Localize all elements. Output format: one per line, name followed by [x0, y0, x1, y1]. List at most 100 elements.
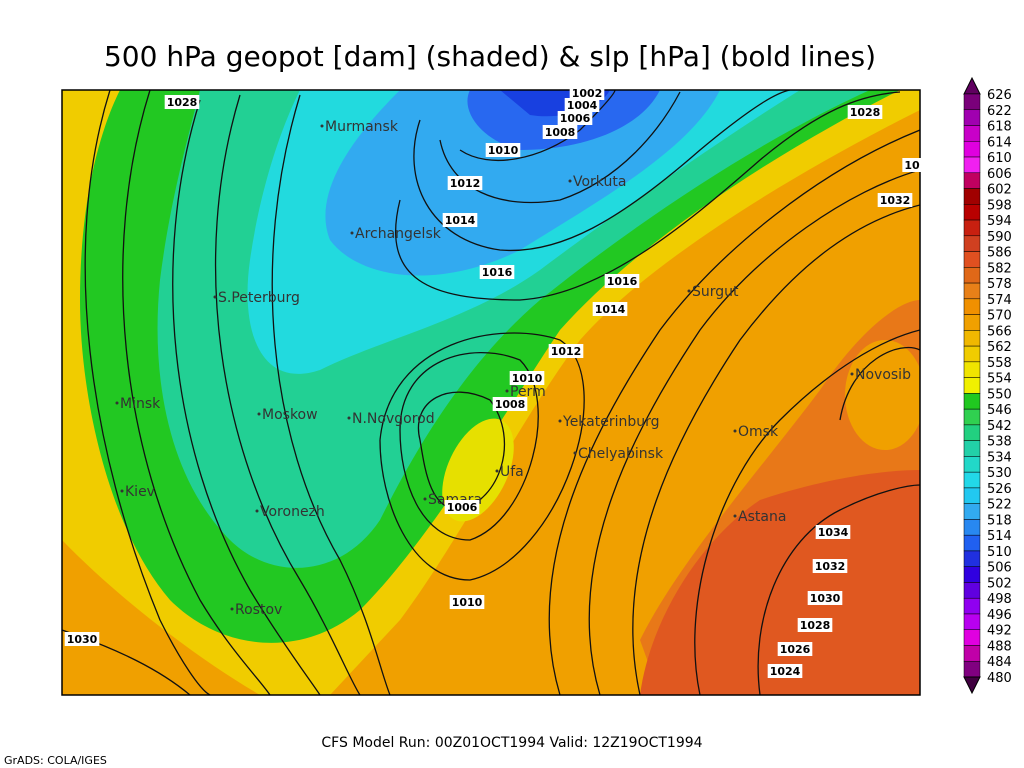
colorbar-label: 570 — [987, 309, 1012, 324]
city-label: Murmansk — [325, 119, 399, 135]
colorbar-label: 554 — [987, 372, 1012, 387]
colorbar-swatch — [963, 377, 981, 394]
colorbar-swatch — [963, 456, 981, 473]
colorbar-swatch — [963, 330, 981, 347]
isobar-label-bg — [592, 302, 628, 316]
colorbar-label: 502 — [987, 576, 1012, 591]
colorbar-swatch — [963, 582, 981, 599]
city-dot — [320, 124, 324, 128]
city-dot — [733, 514, 737, 518]
isobar-label: 1028 — [800, 619, 831, 632]
city-dot — [213, 295, 217, 299]
city-dot — [850, 372, 854, 376]
colorbar-label: 558 — [987, 356, 1012, 371]
isobar-label-bg — [485, 143, 521, 157]
colorbar-swatch — [963, 172, 981, 189]
isobar-label-bg — [557, 111, 593, 125]
city-label: Novosib — [855, 367, 911, 383]
isobar-label: 1010 — [512, 372, 543, 385]
colorbar-swatch — [963, 282, 981, 300]
colorbar-label: 496 — [987, 608, 1012, 623]
city-dot — [733, 429, 737, 433]
colorbar-swatch — [963, 267, 981, 284]
colorbar-swatch — [963, 298, 981, 315]
isobar-label-bg — [442, 213, 478, 227]
isobar-label: 1030 — [67, 633, 98, 646]
colorbar-label: 530 — [987, 466, 1012, 481]
colorbar-label: 606 — [987, 167, 1012, 182]
isobar-label-bg — [64, 632, 100, 646]
isobar-label-bg — [877, 193, 913, 207]
colorbar-label: 488 — [987, 639, 1012, 654]
city-dot — [120, 489, 124, 493]
isobar-label-bg — [569, 86, 605, 100]
city-dot — [573, 451, 577, 455]
colorbar-swatch — [963, 125, 981, 142]
colorbar-swatch — [963, 314, 981, 331]
colorbar-swatch — [963, 251, 981, 268]
colorbar-swatch — [963, 219, 981, 237]
colorbar-swatch — [963, 550, 981, 567]
isobar-label: 1010 — [452, 596, 483, 609]
colorbar-label: 542 — [987, 419, 1012, 434]
colorbar-swatch — [963, 660, 981, 678]
colorbar-label: 562 — [987, 340, 1012, 355]
isobar-label: 1032 — [880, 194, 911, 207]
isobar-label: 1014 — [595, 303, 626, 316]
colorbar-swatch — [963, 93, 981, 111]
title: 500 hPa geopot [dam] (shaded) & slp [hPa… — [104, 40, 876, 73]
colorbar-swatch — [963, 188, 981, 205]
isobar-label-bg — [777, 642, 813, 656]
isobar-label: 1008 — [495, 398, 526, 411]
city-dot — [347, 416, 351, 420]
colorbar-label: 518 — [987, 513, 1012, 528]
colorbar-label: 614 — [987, 135, 1012, 150]
isobar-label: 1016 — [482, 266, 513, 279]
city-label: Vorkuta — [573, 174, 626, 190]
colorbar-label: 590 — [987, 230, 1012, 245]
isobar-label-bg — [815, 525, 851, 539]
colorbar-swatch — [963, 613, 981, 630]
city-labels: Murmansk Vorkuta Archangelsk Surgut S.Peterb… — [115, 119, 911, 618]
colorbar-swatch — [963, 440, 981, 457]
isobar-label-bg — [542, 125, 578, 139]
city-label: Moskow — [262, 407, 318, 423]
isobar-label: 1026 — [780, 643, 811, 656]
colorbar-swatch — [963, 534, 981, 552]
city-label: Voronezh — [260, 504, 325, 520]
colorbar-swatch — [963, 471, 981, 489]
isobar-label: 1006 — [560, 112, 591, 125]
colorbar-label: 622 — [987, 104, 1012, 119]
isobar-label: 10 — [904, 159, 920, 172]
colorbar-label: 492 — [987, 624, 1012, 639]
isobar-label: 1010 — [488, 144, 519, 157]
colorbar-swatch — [963, 645, 981, 662]
colorbar-label: 582 — [987, 261, 1012, 276]
isobar-label: 1002 — [572, 87, 603, 100]
isobar-label-bg — [807, 591, 843, 605]
map-field — [62, 90, 920, 695]
colorbar-swatch — [963, 361, 981, 378]
colorbar-label: 598 — [987, 198, 1012, 213]
city-dot — [257, 412, 261, 416]
city-dot — [687, 289, 691, 293]
isobar-label-bg — [492, 397, 528, 411]
city-dot — [423, 497, 427, 501]
colorbar-label: 510 — [987, 545, 1012, 560]
colorbar-swatch — [963, 566, 981, 583]
isobar-label-bg — [447, 176, 483, 190]
isobar-label-bg — [767, 664, 803, 678]
isobar-label-bg — [449, 595, 485, 609]
colorbar-swatch — [963, 109, 981, 126]
colorbar-label: 626 — [987, 88, 1012, 103]
isobar-label-bg — [797, 618, 833, 632]
isobar-label: 1024 — [770, 665, 801, 678]
colorbar: 6266226186146106066025985945905865825785… — [963, 76, 1012, 695]
city-label: Ufa — [500, 464, 524, 480]
colorbar-label: 574 — [987, 293, 1012, 308]
colorbar-label: 610 — [987, 151, 1012, 166]
city-dot — [505, 389, 509, 393]
city-label: Minsk — [120, 396, 161, 412]
colorbar-label: 522 — [987, 498, 1012, 513]
